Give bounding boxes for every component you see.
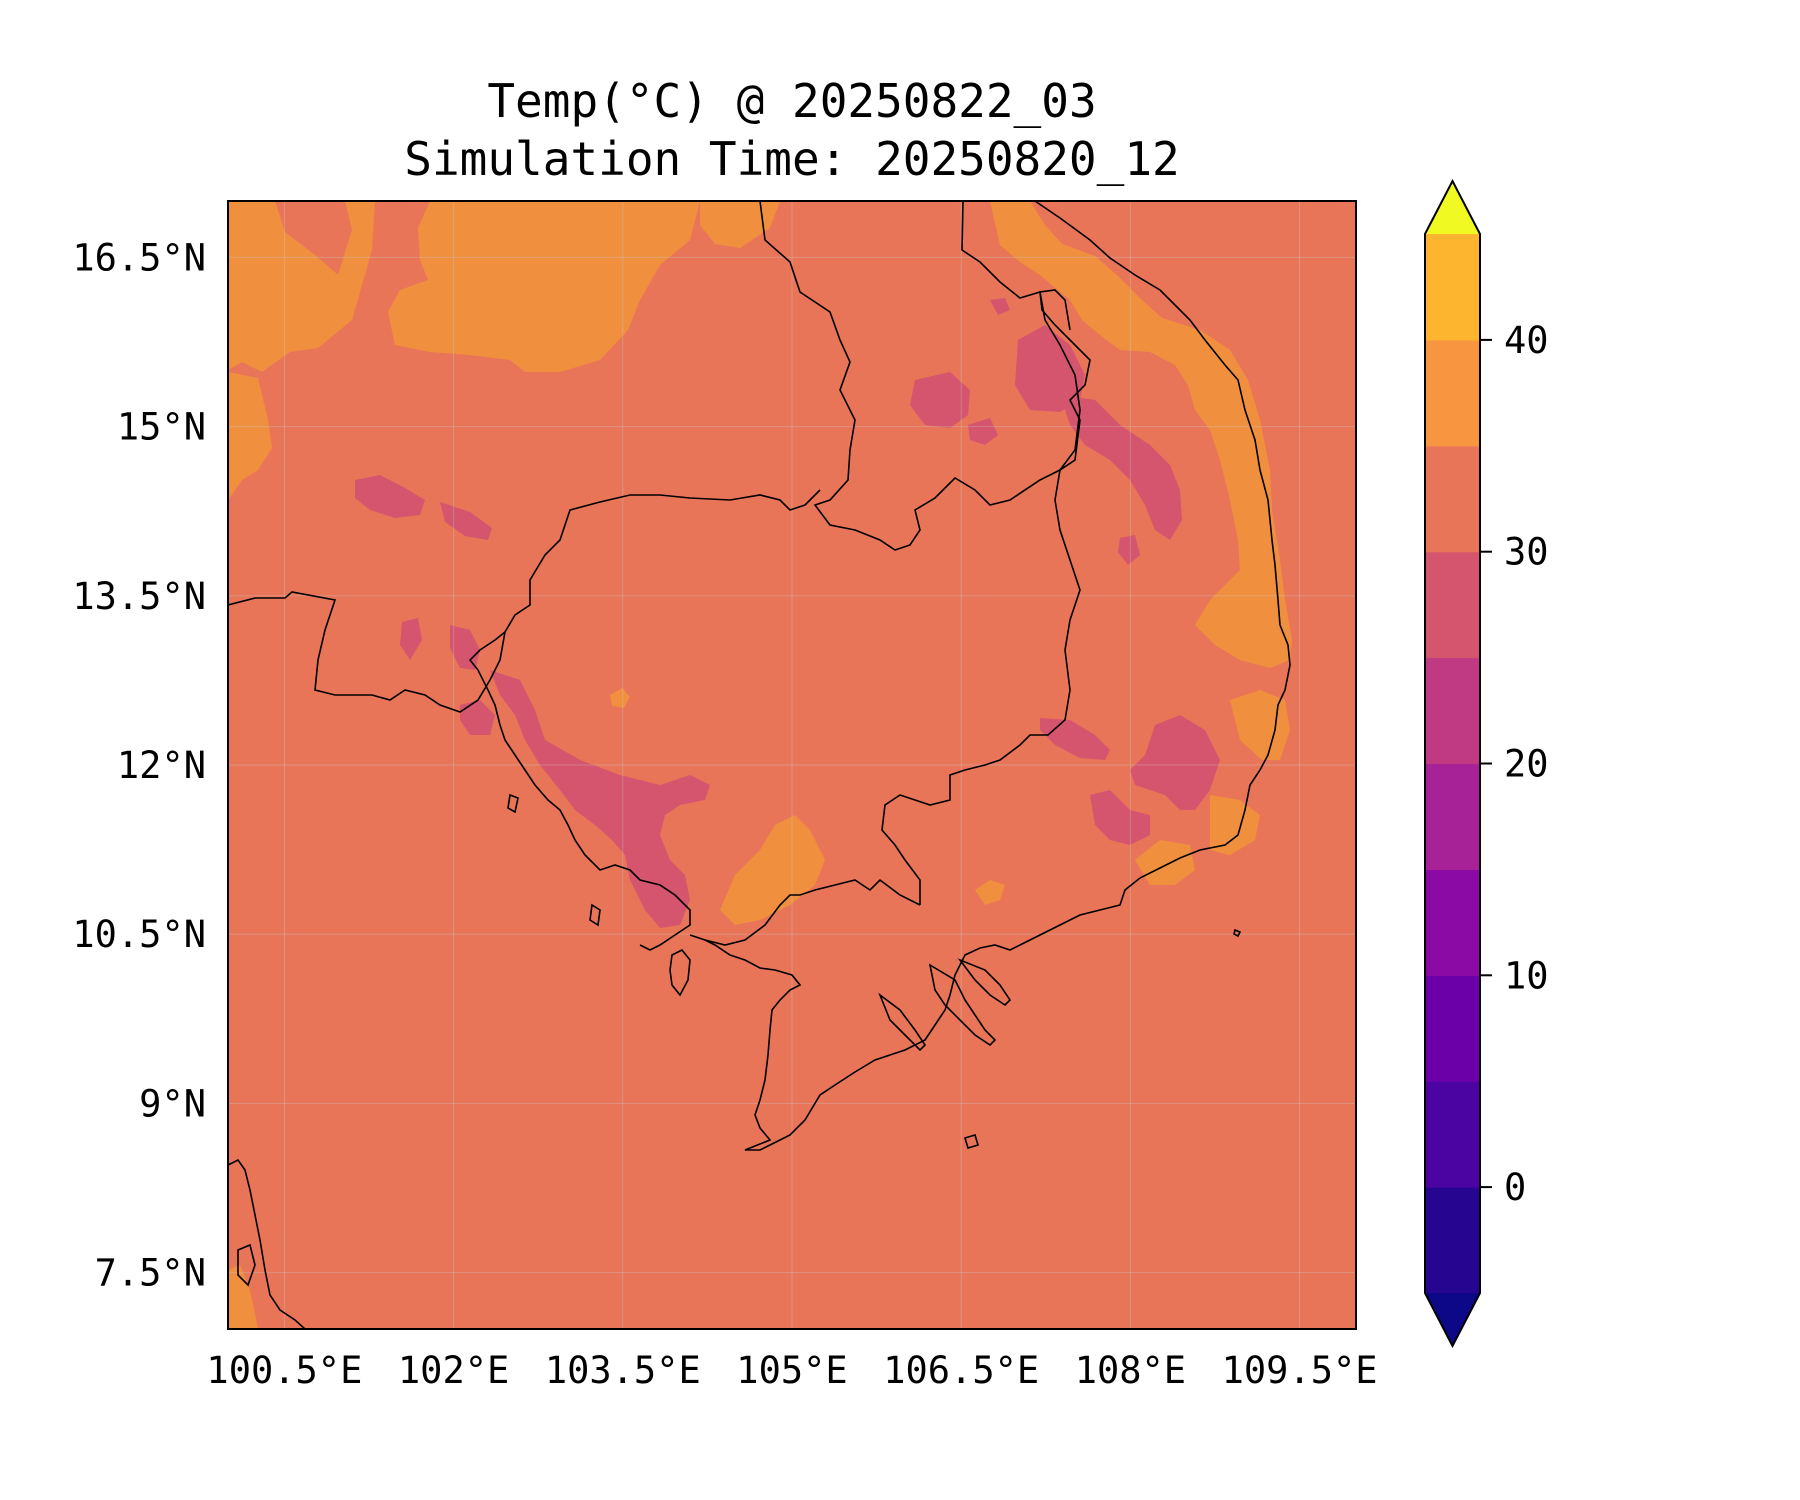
warm-region-south-vietnam-coast-2 — [1210, 795, 1260, 855]
lon-tick-label: 102°E — [398, 1349, 509, 1392]
lat-tick-label: 7.5°N — [95, 1252, 206, 1295]
colorbar-tick-label: 0 — [1504, 1166, 1526, 1209]
figure-title-line2: Simulation Time: 20250820_12 — [404, 132, 1179, 186]
cool-region-thai-highland-2 — [440, 502, 492, 540]
lat-tick-label: 10.5°N — [72, 913, 206, 956]
colorbar-block — [1425, 1187, 1480, 1294]
colorbar-block — [1425, 869, 1480, 976]
lon-tick-label: 105°E — [736, 1349, 847, 1392]
lat-tick-label: 12°N — [117, 744, 206, 787]
warm-region-lake-spot — [610, 688, 630, 708]
cool-contours-20-25 — [355, 298, 1220, 928]
warm-region-vietnam-coast — [990, 201, 1292, 668]
warm-region-cambodia-south — [720, 815, 825, 925]
temperature-colorbar: 0 10 20 30 40 — [1424, 178, 1549, 1349]
warm-region-northwest-thailand — [228, 201, 375, 372]
longitude-tick-labels: 100.5°E 102°E 103.5°E 105°E 106.5°E 108°E 109.… — [206, 1349, 1377, 1392]
cool-region-vietnam-highlands — [1060, 395, 1182, 540]
colorbar-tick-label: 30 — [1504, 531, 1549, 574]
figure-title-line1: Temp(°C) @ 20250822_03 — [487, 74, 1096, 128]
cool-region-vietnam-central-highlands — [1040, 718, 1110, 760]
colorbar-block — [1425, 445, 1480, 553]
coastlines-and-borders — [228, 201, 1291, 1329]
colorbar-block — [1425, 657, 1480, 765]
latitude-tick-labels: 16.5°N 15°N 13.5°N 12°N 10.5°N 9°N 7.5°N — [72, 236, 206, 1294]
colorbar-block — [1425, 551, 1480, 659]
mekong-delta-islands-2 — [957, 958, 1012, 1007]
temperature-contours — [228, 201, 1356, 1329]
laos-thailand-border — [759, 201, 1091, 551]
colorbar-tick-label: 40 — [1504, 319, 1549, 362]
warm-region-northeast-corner — [700, 201, 780, 248]
thai-peninsula-coast — [228, 1158, 306, 1329]
cool-region-thai-east-spot-2 — [450, 625, 480, 670]
small-island-south — [964, 1134, 979, 1149]
colorbar-block — [1425, 975, 1480, 1082]
warm-region-south-vietnam-coast — [1230, 690, 1290, 760]
colorbar-block — [1425, 339, 1480, 447]
gulf-of-thailand-west-coast — [468, 631, 691, 951]
colorbar-color-blocks — [1425, 234, 1480, 1294]
map-frame — [227, 200, 1357, 1330]
cool-region-small-1 — [990, 298, 1010, 315]
lon-tick-label: 106.5°E — [883, 1349, 1039, 1392]
cool-region-lam-dong — [1090, 790, 1150, 845]
lon-tick-label: 103.5°E — [545, 1349, 701, 1392]
cool-region-chanthaburi — [460, 700, 495, 735]
small-island-gulf-1 — [589, 903, 601, 927]
phu-quoc-island — [669, 948, 691, 997]
cambodia-vietnam-border — [689, 878, 921, 946]
small-island-gulf-2 — [507, 793, 519, 814]
cool-region-dak-lak — [1130, 715, 1220, 810]
cool-region-laos-east — [1015, 325, 1085, 412]
lat-tick-label: 13.5°N — [72, 575, 206, 618]
warm-region-southwest-corner — [228, 1265, 258, 1329]
map-panel: 100.5°E 102°E 103.5°E 105°E 106.5°E 108°E 109.… — [72, 200, 1378, 1392]
lat-tick-label: 9°N — [139, 1082, 206, 1125]
cool-region-small-3 — [1118, 535, 1140, 565]
warm-region-vietnam-delta-spot — [975, 880, 1005, 905]
colorbar-outline — [1424, 178, 1481, 1349]
map-gridlines — [228, 201, 1356, 1329]
lat-tick-label: 16.5°N — [72, 236, 206, 279]
mekong-delta-islands — [928, 963, 997, 1047]
warm-contours-30-35 — [228, 201, 1292, 1329]
cool-region-thai-east-spot — [400, 618, 422, 660]
lat-tick-label: 15°N — [117, 406, 206, 449]
colorbar-tick-label: 20 — [1504, 743, 1549, 786]
lon-tick-label: 108°E — [1075, 1349, 1186, 1392]
laos-vietnam-border — [881, 201, 1081, 905]
colorbar-extend-min-triangle — [1425, 1293, 1480, 1346]
colorbar-tick-label: 10 — [1504, 954, 1549, 997]
warm-region-north-central-thailand — [388, 201, 700, 372]
southwest-islands — [237, 1243, 256, 1287]
thailand-cambodia-border — [228, 489, 821, 713]
warm-region-west-edge — [228, 372, 272, 500]
colorbar-extend-max-triangle — [1425, 181, 1480, 234]
small-island-east — [1233, 928, 1242, 938]
colorbar-ticks: 0 10 20 30 40 — [1480, 319, 1549, 1209]
cool-region-laos-plateau — [910, 372, 970, 428]
colorbar-block — [1425, 763, 1480, 870]
lon-tick-label: 100.5°E — [206, 1349, 362, 1392]
colorbar-block — [1425, 234, 1480, 341]
cool-region-thai-highland-1 — [355, 475, 425, 518]
cool-region-small-2 — [968, 418, 998, 445]
cool-region-cardamom — [490, 670, 710, 928]
lon-tick-label: 109.5°E — [1222, 1349, 1378, 1392]
mekong-delta-islands-3 — [878, 992, 927, 1052]
vietnam-coast — [704, 201, 1291, 1151]
colorbar-block — [1425, 1081, 1480, 1188]
